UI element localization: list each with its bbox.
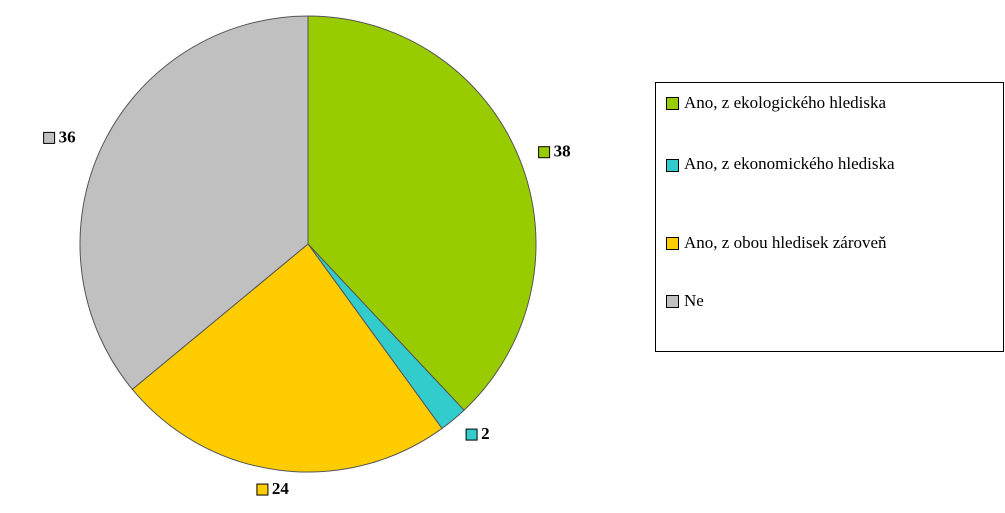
value-label: 36 [59, 127, 76, 146]
value-label: 24 [272, 479, 290, 498]
pie-slice [79, 15, 309, 391]
legend: Ano, z ekologického hlediska Ano, z ekono… [655, 82, 1004, 352]
legend-item: Ano, z ekologického hlediska [666, 93, 886, 113]
pie-slice [131, 243, 443, 473]
value-label: 2 [481, 424, 490, 443]
legend-label: Ne [684, 291, 704, 310]
value-label: 38 [554, 142, 571, 161]
legend-item: Ano, z obou hledisek zároveň [666, 233, 887, 253]
label-swatch [465, 428, 478, 441]
legend-swatch [666, 295, 679, 308]
legend-swatch [666, 237, 679, 250]
legend-item: Ne [666, 291, 704, 311]
label-swatch [43, 131, 56, 144]
legend-swatch [666, 97, 679, 110]
legend-label: Ano, z ekonomického hlediska [684, 154, 895, 173]
pie-slice [307, 15, 537, 411]
data-label: 2 [465, 424, 490, 443]
data-label: 24 [256, 479, 290, 498]
legend-label: Ano, z obou hledisek zároveň [684, 233, 887, 252]
data-label: 36 [43, 127, 76, 146]
label-swatch [256, 483, 269, 496]
legend-item: Ano, z ekonomického hlediska [666, 154, 914, 177]
legend-label: Ano, z ekologického hlediska [684, 93, 887, 112]
legend-swatch [666, 159, 679, 172]
data-label: 38 [538, 142, 571, 161]
label-swatch [538, 146, 551, 159]
chart: 38 2 24 36 [43, 15, 571, 498]
